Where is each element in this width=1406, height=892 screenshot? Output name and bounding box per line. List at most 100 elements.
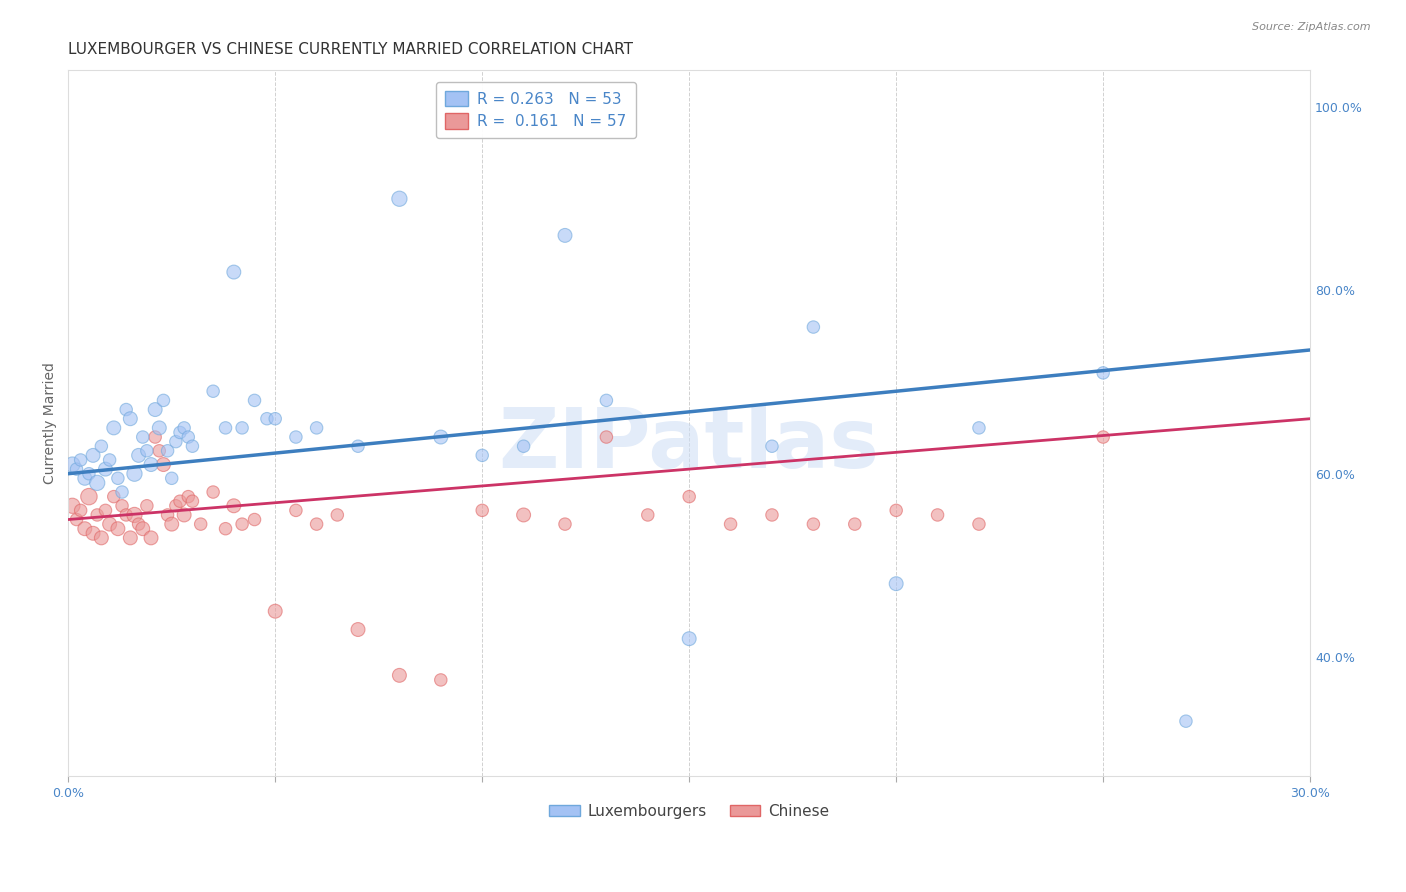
Text: Source: ZipAtlas.com: Source: ZipAtlas.com xyxy=(1253,22,1371,32)
Point xyxy=(132,522,155,536)
Point xyxy=(169,494,191,508)
Point xyxy=(554,517,576,532)
Point xyxy=(69,503,91,517)
Point xyxy=(637,508,659,522)
Point xyxy=(77,490,100,504)
Point xyxy=(82,449,104,463)
Point xyxy=(595,430,617,444)
Point xyxy=(1092,366,1115,380)
Point xyxy=(152,393,174,408)
Point xyxy=(165,434,187,449)
Point xyxy=(803,517,825,532)
Point xyxy=(156,508,179,522)
Point xyxy=(82,526,104,541)
Point xyxy=(884,576,907,591)
Point xyxy=(86,475,108,490)
Point xyxy=(554,228,576,243)
Point xyxy=(132,430,155,444)
Point xyxy=(173,508,195,522)
Point xyxy=(156,443,179,458)
Point xyxy=(103,421,125,435)
Point xyxy=(284,430,307,444)
Point xyxy=(284,503,307,517)
Point xyxy=(231,517,253,532)
Point xyxy=(143,430,166,444)
Point xyxy=(139,458,162,472)
Point xyxy=(73,522,96,536)
Point xyxy=(111,485,134,500)
Point xyxy=(69,453,91,467)
Point xyxy=(1092,430,1115,444)
Point xyxy=(135,443,157,458)
Point xyxy=(231,421,253,435)
Point xyxy=(430,673,453,687)
Point xyxy=(430,430,453,444)
Point xyxy=(115,402,138,417)
Point xyxy=(90,439,112,453)
Point xyxy=(73,471,96,485)
Point xyxy=(967,421,990,435)
Point xyxy=(512,508,534,522)
Point xyxy=(135,499,157,513)
Point xyxy=(388,668,411,682)
Point xyxy=(152,458,174,472)
Point xyxy=(761,508,783,522)
Y-axis label: Currently Married: Currently Married xyxy=(44,362,58,484)
Point xyxy=(512,439,534,453)
Point xyxy=(169,425,191,440)
Point xyxy=(884,503,907,517)
Point xyxy=(595,393,617,408)
Point xyxy=(803,320,825,334)
Point xyxy=(128,517,150,532)
Point xyxy=(305,517,328,532)
Point xyxy=(202,384,225,399)
Point xyxy=(678,632,700,646)
Point xyxy=(120,411,142,425)
Point xyxy=(160,471,183,485)
Point xyxy=(214,421,236,435)
Point xyxy=(148,443,170,458)
Point xyxy=(77,467,100,481)
Point xyxy=(181,494,204,508)
Point xyxy=(181,439,204,453)
Point xyxy=(243,512,266,526)
Point xyxy=(967,517,990,532)
Point xyxy=(190,517,212,532)
Point xyxy=(148,421,170,435)
Point xyxy=(60,458,83,472)
Point xyxy=(143,402,166,417)
Point xyxy=(243,393,266,408)
Point xyxy=(927,508,949,522)
Point xyxy=(160,517,183,532)
Point xyxy=(111,499,134,513)
Point xyxy=(388,192,411,206)
Point xyxy=(177,490,200,504)
Point xyxy=(120,531,142,545)
Point xyxy=(65,462,87,476)
Point xyxy=(222,499,245,513)
Point xyxy=(471,449,494,463)
Point xyxy=(65,512,87,526)
Point xyxy=(115,508,138,522)
Point xyxy=(94,462,117,476)
Point xyxy=(678,490,700,504)
Point xyxy=(90,531,112,545)
Point xyxy=(264,411,287,425)
Point xyxy=(305,421,328,435)
Point xyxy=(165,499,187,513)
Point xyxy=(124,508,146,522)
Point xyxy=(347,623,370,637)
Text: LUXEMBOURGER VS CHINESE CURRENTLY MARRIED CORRELATION CHART: LUXEMBOURGER VS CHINESE CURRENTLY MARRIE… xyxy=(69,42,633,57)
Point xyxy=(86,508,108,522)
Text: ZIPatlas: ZIPatlas xyxy=(499,404,880,485)
Point xyxy=(844,517,866,532)
Point xyxy=(107,522,129,536)
Point xyxy=(173,421,195,435)
Point xyxy=(177,430,200,444)
Point xyxy=(222,265,245,279)
Point xyxy=(128,449,150,463)
Point xyxy=(202,485,225,500)
Point xyxy=(60,499,83,513)
Point xyxy=(256,411,278,425)
Point xyxy=(94,503,117,517)
